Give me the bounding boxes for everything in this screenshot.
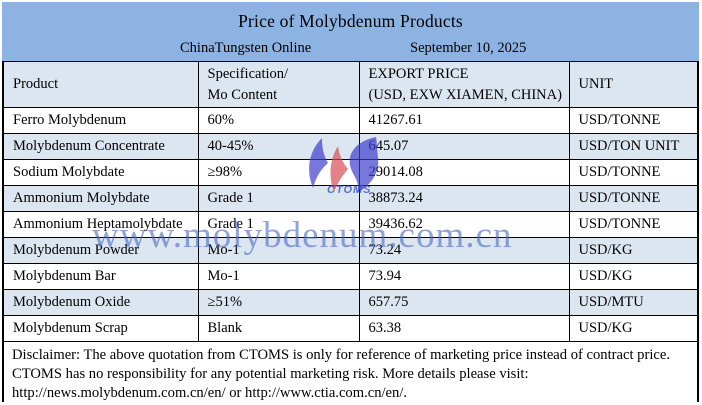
- table-row: Molybdenum Concentrate 40-45% 645.07 USD…: [4, 133, 697, 160]
- price-cell: 63.38: [358, 315, 570, 342]
- disclaimer-text: Disclaimer: The above quotation from CTO…: [4, 342, 697, 403]
- table-row: Molybdenum Oxide ≥51% 657.75 USD/MTU: [4, 289, 697, 316]
- table-row: Molybdenum Scrap Blank 63.38 USD/KG: [4, 315, 697, 342]
- spec-cell: Blank: [197, 315, 360, 342]
- spec-cell: 40-45%: [197, 133, 360, 160]
- product-cell: Ammonium Molybdate: [4, 185, 199, 212]
- table-row: Molybdenum Bar Mo-1 73.94 USD/KG: [4, 263, 697, 290]
- product-cell: Sodium Molybdate: [4, 159, 199, 186]
- spec-cell: Grade 1: [197, 185, 360, 212]
- unit-cell: USD/KG: [568, 315, 697, 342]
- col-header-unit: UNIT: [568, 62, 697, 108]
- source-label: ChinaTungsten Online: [180, 40, 312, 56]
- table-row: Ammonium Molybdate Grade 1 38873.24 USD/…: [4, 185, 697, 212]
- unit-cell: USD/TONNE: [568, 185, 697, 212]
- unit-cell: USD/TON UNIT: [568, 133, 697, 160]
- page-title: Price of Molybdenum Products: [238, 11, 463, 31]
- product-cell: Molybdenum Concentrate: [4, 133, 199, 160]
- table-row: Ammonium Heptamolybdate Grade 1 39436.62…: [4, 211, 697, 238]
- unit-cell: USD/TONNE: [568, 159, 697, 186]
- product-cell: Molybdenum Scrap: [4, 315, 199, 342]
- header-row: Product Specification/ Mo Content EXPORT…: [4, 62, 697, 108]
- spec-cell: ≥51%: [197, 289, 360, 316]
- table-row: Sodium Molybdate ≥98% 29014.08 USD/TONNE: [4, 159, 697, 186]
- spec-cell: Grade 1: [197, 211, 360, 238]
- price-table: Product Specification/ Mo Content EXPORT…: [4, 62, 697, 342]
- spec-cell: 60%: [197, 107, 360, 134]
- col-header-spec: Specification/ Mo Content: [197, 62, 360, 108]
- price-cell: 29014.08: [358, 159, 570, 186]
- product-cell: Molybdenum Powder: [4, 237, 199, 264]
- spec-cell: ≥98%: [197, 159, 360, 186]
- col-header-price: EXPORT PRICE (USD, EXW XIAMEN, CHINA): [358, 62, 570, 108]
- price-cell: 657.75: [358, 289, 570, 316]
- product-cell: Molybdenum Bar: [4, 263, 199, 290]
- spec-cell: Mo-1: [197, 263, 360, 290]
- col-header-product: Product: [4, 62, 199, 108]
- unit-cell: USD/MTU: [568, 289, 697, 316]
- price-cell: 39436.62: [358, 211, 570, 238]
- unit-cell: USD/KG: [568, 237, 697, 264]
- table-row: Ferro Molybdenum 60% 41267.61 USD/TONNE: [4, 107, 697, 134]
- price-cell: 38873.24: [358, 185, 570, 212]
- price-cell: 73.24: [358, 237, 570, 264]
- product-cell: Ferro Molybdenum: [4, 107, 199, 134]
- price-cell: 41267.61: [358, 107, 570, 134]
- price-cell: 645.07: [358, 133, 570, 160]
- product-cell: Molybdenum Oxide: [4, 289, 199, 316]
- date-label: September 10, 2025: [410, 40, 527, 56]
- table-row: Molybdenum Powder Mo-1 73.24 USD/KG: [4, 237, 697, 264]
- unit-cell: USD/KG: [568, 263, 697, 290]
- spec-cell: Mo-1: [197, 237, 360, 264]
- product-cell: Ammonium Heptamolybdate: [4, 211, 199, 238]
- unit-cell: USD/TONNE: [568, 211, 697, 238]
- unit-cell: USD/TONNE: [568, 107, 697, 134]
- price-cell: 73.94: [358, 263, 570, 290]
- masthead: Price of Molybdenum Products ChinaTungst…: [2, 2, 699, 62]
